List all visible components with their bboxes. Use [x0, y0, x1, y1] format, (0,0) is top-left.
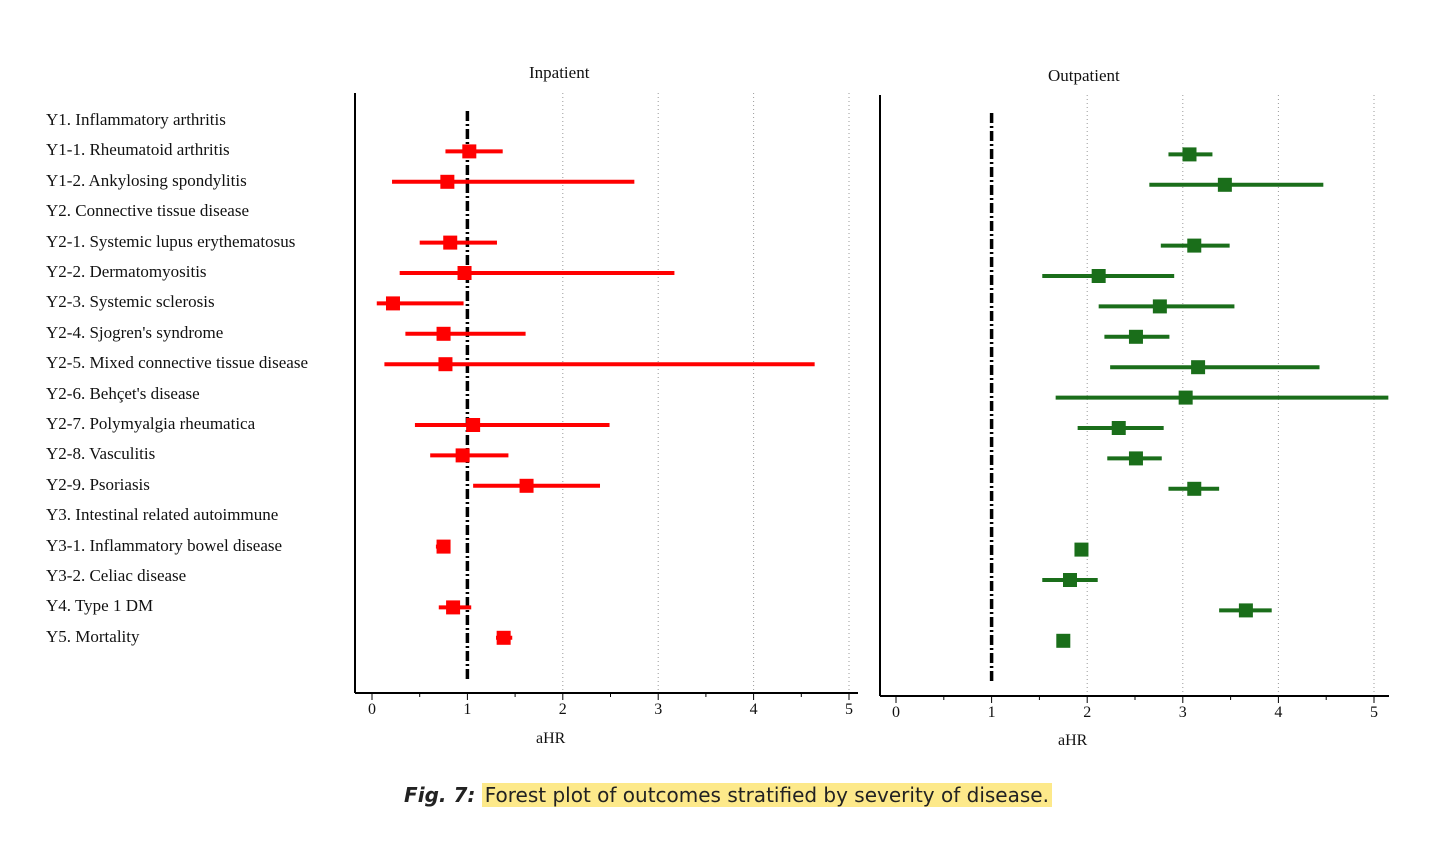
row-label: Y1-2. Ankylosing spondylitis [46, 170, 247, 190]
point-estimate-outpatient [1128, 329, 1143, 344]
row-label: Y2-8. Vasculitis [46, 444, 156, 464]
point-estimate-outpatient [1111, 421, 1126, 435]
row-label: Y2. Connective tissue disease [46, 201, 250, 221]
tick-label-outpatient: 3 [1179, 704, 1187, 721]
row-label: Y3. Intestinal related autoimmune [46, 505, 279, 525]
point-estimate-inpatient [440, 174, 455, 189]
x-axis-label-outpatient: aHR [1058, 732, 1088, 749]
point-estimate-outpatient [1191, 360, 1206, 375]
caption-label: Fig. 7: [404, 783, 476, 807]
point-estimate-inpatient [436, 539, 451, 554]
row-label: Y2-9. Psoriasis [46, 474, 150, 494]
point-estimate-inpatient [385, 296, 400, 311]
row-label: Y2-1. Systemic lupus erythematosus [46, 231, 296, 251]
point-estimate-inpatient [443, 235, 458, 250]
point-estimate-inpatient [466, 418, 481, 432]
point-estimate-outpatient [1056, 633, 1071, 648]
point-estimate-inpatient [519, 478, 534, 493]
tick-label-outpatient: 1 [988, 704, 996, 721]
point-estimate-inpatient [496, 630, 511, 645]
row-label: Y5. Mortality [46, 626, 140, 646]
tick-label-outpatient: 0 [892, 704, 900, 721]
tick-label-inpatient: 3 [654, 701, 662, 718]
point-estimate-inpatient [438, 357, 453, 372]
tick-label-outpatient: 5 [1370, 704, 1378, 721]
point-estimate-inpatient [462, 144, 477, 159]
row-label: Y1. Inflammatory arthritis [46, 110, 226, 129]
point-estimate-outpatient [1182, 147, 1197, 162]
tick-label-inpatient: 0 [368, 701, 376, 718]
row-label: Y2-5. Mixed connective tissue disease [46, 353, 309, 373]
point-estimate-outpatient [1217, 177, 1232, 192]
tick-label-inpatient: 1 [463, 701, 471, 718]
row-label: Y2-4. Sjogren's syndrome [46, 322, 224, 342]
row-label: Y3-2. Celiac disease [46, 566, 187, 585]
tick-label-inpatient: 4 [750, 701, 758, 718]
tick-label-inpatient: 2 [559, 701, 567, 718]
point-estimate-outpatient [1128, 451, 1143, 466]
panel-title-inpatient: Inpatient [529, 63, 590, 82]
row-label: Y2-6. Behçet's disease [46, 383, 200, 403]
point-estimate-outpatient [1187, 238, 1202, 253]
row-label: Y4. Type 1 DM [46, 596, 154, 616]
row-label: Y2-7. Polymyalgia rheumatica [46, 414, 256, 433]
point-estimate-outpatient [1238, 603, 1253, 618]
panel-title-outpatient: Outpatient [1048, 66, 1120, 85]
point-estimate-outpatient [1152, 299, 1167, 314]
tick-label-outpatient: 4 [1274, 704, 1282, 721]
point-estimate-inpatient [436, 326, 451, 341]
row-label: Y2-2. Dermatomyositis [46, 262, 207, 281]
figure-caption: Fig. 7: Forest plot of outcomes stratifi… [0, 783, 1456, 807]
x-axis-label-inpatient: aHR [536, 730, 566, 747]
point-estimate-outpatient [1187, 481, 1202, 496]
point-estimate-inpatient [455, 448, 470, 463]
point-estimate-inpatient [446, 600, 461, 615]
point-estimate-outpatient [1091, 269, 1106, 283]
row-label: Y2-3. Systemic sclerosis [46, 292, 215, 312]
point-estimate-outpatient [1178, 390, 1193, 405]
row-label: Y3-1. Inflammatory bowel disease [46, 535, 283, 555]
tick-label-outpatient: 2 [1083, 704, 1091, 721]
tick-label-inpatient: 5 [845, 701, 853, 718]
row-label: Y1-1. Rheumatoid arthritis [46, 140, 230, 160]
caption-text: Forest plot of outcomes stratified by se… [481, 783, 1052, 807]
point-estimate-outpatient [1062, 573, 1077, 587]
point-estimate-inpatient [457, 266, 472, 280]
forest-plot-svg: 0 1 2 3 4 5 0 1 2 3 4 5 [354, 93, 1389, 721]
point-estimate-outpatient [1074, 542, 1089, 557]
